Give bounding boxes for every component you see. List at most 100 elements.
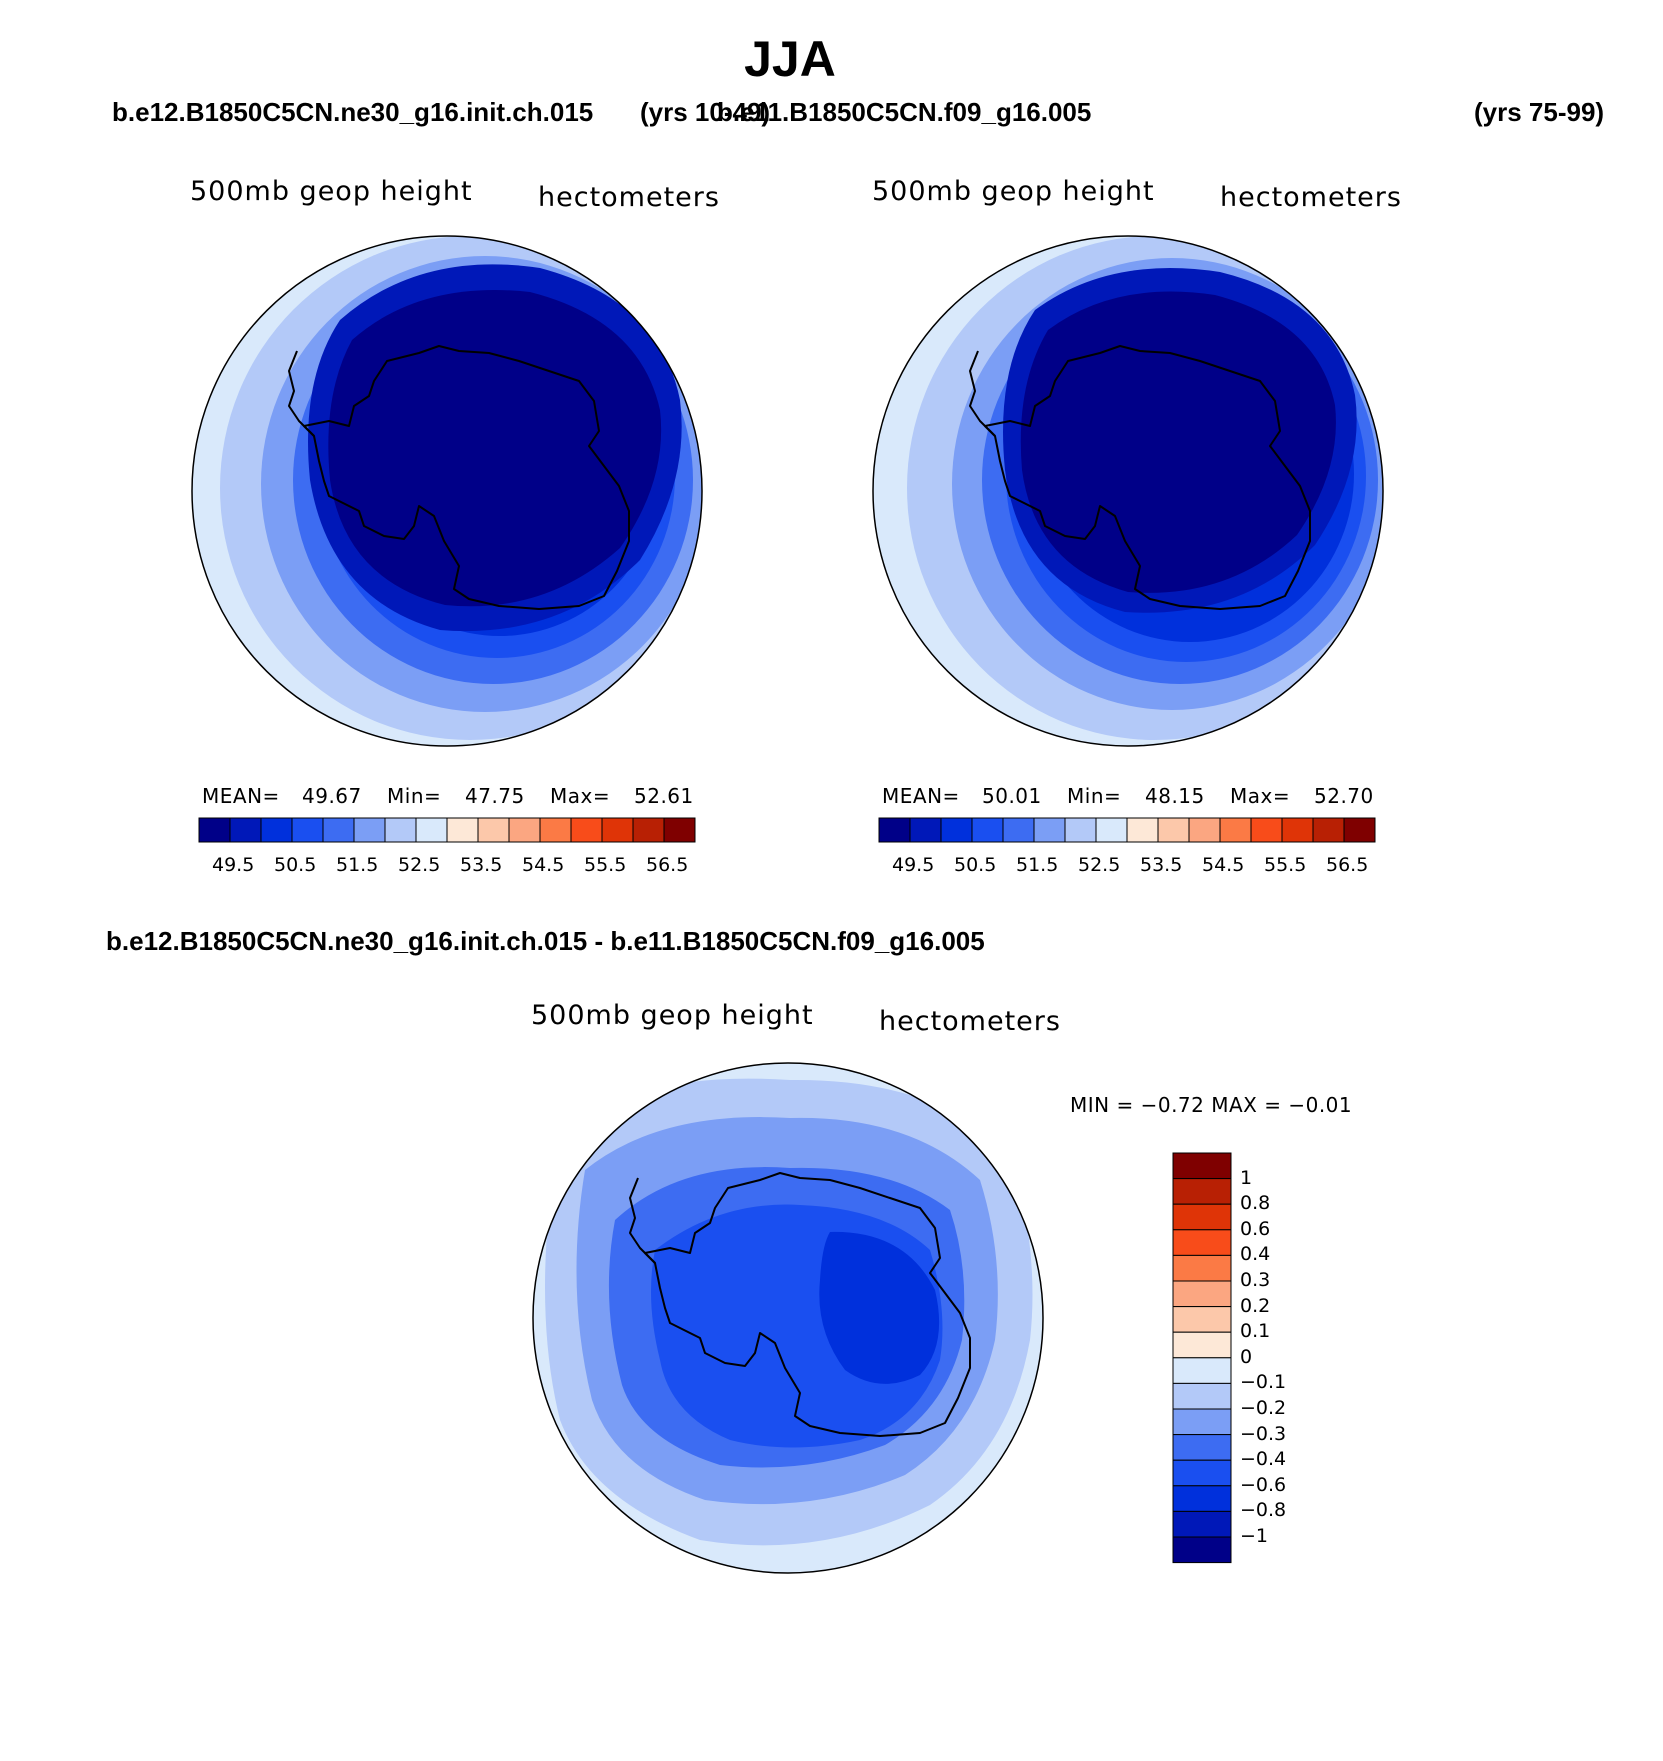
colorbar-swatch	[539, 817, 572, 843]
colorbar-tick-label: 53.5	[1140, 854, 1183, 876]
panel-2-units-label: hectometers	[1220, 182, 1402, 213]
colorbar-swatch	[353, 817, 386, 843]
antarctic-peninsula-1	[288, 350, 315, 437]
colorbar-tick-label: 54.5	[522, 854, 565, 876]
colorbar-tick-label: −1	[1240, 1525, 1269, 1547]
panel-2-min-value: 48.15	[1145, 784, 1205, 808]
colorbar-tick-label: 55.5	[584, 854, 627, 876]
colorbar-swatch	[1172, 1331, 1232, 1359]
colorbar-swatch	[663, 817, 696, 843]
panel-2-mean-value: 50.01	[982, 784, 1042, 808]
colorbar-swatch	[1172, 1178, 1232, 1205]
colorbar-tick-label: 0.2	[1240, 1294, 1271, 1317]
left-case-header: b.e12.B1850C5CN.ne30_g16.init.ch.015	[112, 97, 594, 127]
difference-units-label: hectometers	[879, 1006, 1061, 1037]
colorbar-swatch	[1172, 1229, 1232, 1256]
colorbar-tick-label: −0.6	[1240, 1473, 1287, 1496]
colorbar-swatch	[1002, 817, 1035, 843]
panel-1-polar-map	[192, 236, 702, 746]
colorbar-tick-label: 0.8	[1240, 1192, 1271, 1215]
panel-1-min-value: 47.75	[465, 784, 525, 808]
difference-variable-label: 500mb geop height	[531, 1000, 814, 1031]
colorbar-tick-label: 1	[1240, 1166, 1253, 1189]
colorbar-swatch	[601, 817, 634, 843]
colorbar-swatch	[1312, 817, 1345, 843]
panel-1-max-value: 52.61	[634, 784, 694, 808]
panel-2-variable-label: 500mb geop height	[872, 176, 1155, 207]
colorbar-swatch	[1033, 817, 1066, 843]
colorbar-tick-label: 53.5	[460, 854, 503, 876]
antarctica-coastline-2	[984, 345, 1311, 610]
difference-title: b.e12.B1850C5CN.ne30_g16.init.ch.015 - b…	[106, 926, 985, 956]
difference-colorbar	[1172, 1152, 1232, 1564]
colorbar-swatch	[1172, 1254, 1232, 1282]
colorbar-swatch	[1064, 817, 1097, 843]
colorbar-tick-label: 49.5	[892, 854, 935, 876]
colorbar-tick-label: 0.3	[1240, 1269, 1271, 1291]
panel-1-units-label: hectometers	[538, 182, 720, 213]
colorbar-swatch	[446, 817, 479, 843]
colorbar-swatch	[229, 817, 262, 843]
antarctic-peninsula-2	[969, 350, 996, 437]
colorbar-swatch	[1172, 1408, 1232, 1436]
colorbar-tick-label: 56.5	[1326, 854, 1369, 876]
colorbar-tick-label: 54.5	[1202, 854, 1245, 876]
colorbar-swatch	[477, 817, 510, 843]
panel-2-min-label: Min=	[1067, 784, 1122, 808]
colorbar-tick-label: 0.4	[1240, 1243, 1271, 1266]
colorbar-swatch	[1172, 1536, 1232, 1564]
colorbar-swatch	[632, 817, 665, 843]
colorbar-swatch	[1188, 817, 1221, 843]
colorbar-tick-label: 52.5	[1078, 854, 1121, 876]
colorbar-swatch	[415, 817, 448, 843]
panel-2-max-label: Max=	[1230, 784, 1291, 808]
colorbar-swatch	[971, 817, 1004, 843]
colorbar-tick-label: −0.4	[1240, 1448, 1287, 1471]
colorbar-swatch	[1172, 1203, 1232, 1231]
colorbar-swatch	[260, 817, 293, 843]
colorbar-swatch	[1172, 1434, 1232, 1461]
colorbar-swatch	[508, 817, 541, 843]
colorbar-swatch	[1172, 1382, 1232, 1410]
colorbar-tick-label: 51.5	[1016, 854, 1059, 876]
colorbar-tick-label: −0.3	[1240, 1422, 1287, 1445]
panel-1-max-label: Max=	[550, 784, 611, 808]
panel-1-mean-value: 49.67	[302, 784, 362, 808]
panel-1-mean-label: MEAN=	[202, 784, 280, 808]
colorbar-swatch	[1172, 1152, 1232, 1180]
antarctic-peninsula-3	[629, 1177, 656, 1264]
colorbar-swatch	[909, 817, 942, 843]
antarctica-coastline-1	[303, 345, 630, 610]
figure-title: JJA	[744, 31, 836, 87]
colorbar-swatch	[1126, 817, 1159, 843]
panel-2-mean-label: MEAN=	[882, 784, 960, 808]
colorbar-swatch	[1157, 817, 1190, 843]
colorbar-swatch	[1281, 817, 1314, 843]
colorbar-swatch	[1172, 1357, 1232, 1384]
colorbar-tick-label: 49.5	[212, 854, 255, 876]
panel-1-map-border	[191, 235, 703, 747]
colorbar-tick-label: 0.1	[1240, 1320, 1271, 1343]
colorbar-swatch	[570, 817, 603, 843]
colorbar-tick-label: −0.8	[1240, 1499, 1287, 1522]
panel-1-colorbar	[198, 817, 696, 843]
colorbar-tick-label: −0.1	[1240, 1371, 1287, 1394]
difference-map-border	[532, 1062, 1044, 1574]
colorbar-swatch	[1172, 1280, 1232, 1308]
antarctica-coastline-3	[644, 1172, 971, 1437]
colorbar-swatch	[198, 817, 231, 843]
colorbar-tick-label: 0.6	[1240, 1217, 1271, 1240]
panel-2-polar-map	[873, 236, 1383, 746]
colorbar-tick-label: 55.5	[1264, 854, 1307, 876]
colorbar-tick-label: 50.5	[274, 854, 317, 876]
colorbar-swatch	[1219, 817, 1252, 843]
colorbar-tick-label: 50.5	[954, 854, 997, 876]
panel-1-variable-label: 500mb geop height	[190, 176, 473, 207]
colorbar-swatch	[1172, 1306, 1232, 1333]
colorbar-tick-label: 51.5	[336, 854, 379, 876]
colorbar-swatch	[878, 817, 911, 843]
colorbar-swatch	[1095, 817, 1128, 843]
panel-2-max-value: 52.70	[1314, 784, 1374, 808]
colorbar-swatch	[322, 817, 355, 843]
